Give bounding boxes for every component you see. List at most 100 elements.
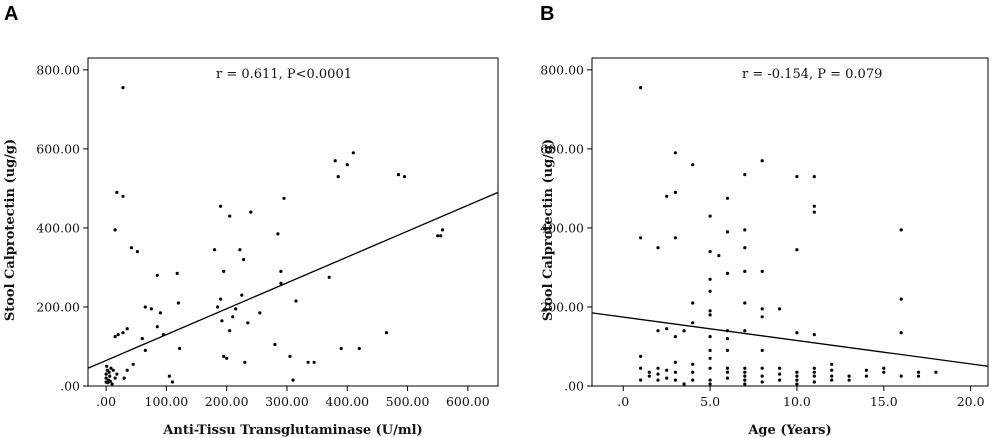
data-point [812,204,816,208]
data-point [220,319,224,323]
data-point [115,372,119,376]
data-point [249,210,253,214]
data-point [916,370,921,374]
data-point [725,376,730,380]
data-point [647,374,651,378]
data-point [795,248,799,252]
data-point [121,194,125,198]
points-b [639,86,938,386]
data-point [812,333,816,337]
data-point [743,246,747,250]
data-point [158,311,162,315]
data-point [691,321,695,325]
data-point [899,331,903,335]
data-point [106,381,110,385]
data-point [639,378,643,382]
data-point [725,230,730,234]
data-point [121,86,125,90]
data-point [351,151,355,155]
data-point [656,372,660,376]
data-point [743,382,747,386]
data-point [149,307,153,311]
data-point [104,376,108,380]
x-tick-label: 500.00 [386,394,430,409]
data-point [665,368,669,372]
data-point [246,321,250,325]
data-point [743,301,747,305]
data-point [125,368,129,372]
data-point [760,269,764,273]
data-point [176,301,180,305]
x-tick-label: 600.00 [446,394,490,409]
data-point [291,378,295,382]
y-tick-label: 600.00 [36,141,80,156]
data-point [279,281,283,285]
data-point [795,378,799,382]
y-tick-label: 800.00 [540,62,584,77]
data-point [708,378,712,382]
y-tick-label: .00 [564,379,584,394]
data-point [122,376,126,380]
data-point [708,313,712,317]
data-point [708,382,712,386]
x-tick-label: .0 [617,394,629,409]
data-point [812,380,816,384]
data-point [899,374,903,378]
data-point [108,374,112,378]
data-point [143,305,147,309]
data-point [656,246,660,250]
data-point [673,151,678,155]
data-point [795,382,799,386]
data-point [167,374,171,378]
plot-frame-a [87,57,499,387]
data-point [743,370,747,374]
data-point [213,248,217,252]
data-point [691,301,695,305]
data-point [812,374,816,378]
y-axis-title-b: Stool Calprotectin (ug/g) [541,139,556,321]
data-point [234,307,238,311]
data-point [243,360,247,364]
data-point [439,234,443,238]
data-point [778,366,782,370]
data-point [916,374,921,378]
data-point [795,175,799,179]
data-point [228,329,232,333]
data-point [812,370,816,374]
data-point [743,173,747,177]
data-point [795,331,799,335]
data-point [109,366,113,370]
data-point [760,307,764,311]
data-point [306,360,310,364]
y-ticks-b: .00 200.00 400.00 600.00 800.00 [540,62,592,394]
data-point [812,210,816,214]
data-point [830,378,834,382]
data-point [175,271,179,275]
data-point [830,374,834,378]
data-point [111,368,115,372]
data-point [725,337,730,341]
data-point [131,362,135,366]
data-point [155,273,159,277]
data-point [105,364,109,368]
data-point [104,372,108,376]
y-tick-label: 200.00 [540,299,584,314]
y-tick-label: 800.00 [36,62,80,77]
x-tick-label: 10.0 [783,394,811,409]
data-point [725,370,730,374]
data-point [717,254,721,258]
data-point [113,376,117,380]
data-point [639,366,643,370]
data-point [336,175,340,179]
data-point [725,366,730,370]
data-point [178,346,182,351]
x-tick-label: .00 [96,394,116,409]
data-point [708,309,712,313]
data-point [357,346,361,351]
data-point [228,214,232,218]
data-point [882,370,886,374]
data-point [673,190,678,194]
x-tick-label: 300.00 [265,394,309,409]
data-point [778,307,782,311]
data-point [743,329,747,333]
